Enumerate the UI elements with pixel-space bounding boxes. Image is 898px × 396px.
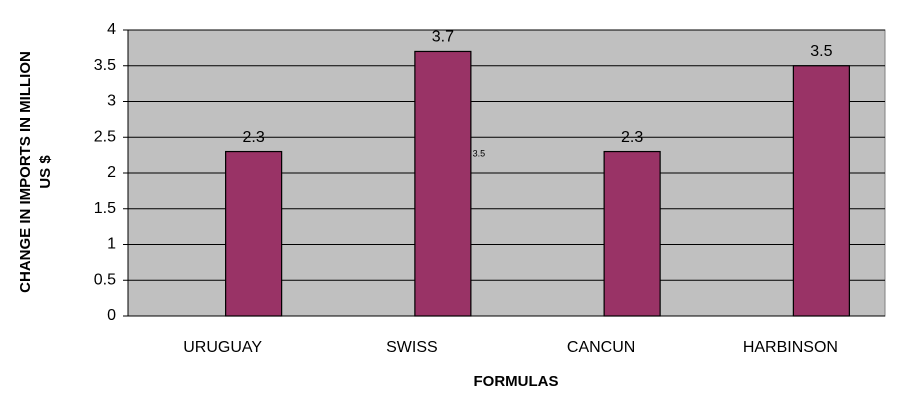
y-tick-label: 0.5 (94, 271, 116, 288)
value-label: 2.3 (621, 129, 643, 146)
y-axis-title-line: CHANGE IN IMPORTS IN MILLION (17, 51, 34, 293)
bar (225, 150, 283, 317)
y-tick-label: 4 (107, 21, 116, 38)
y-axis-title: CHANGE IN IMPORTS IN MILLION US $ (17, 51, 54, 293)
value-label: 2.3 (243, 129, 265, 146)
value-label: 3.5 (810, 43, 832, 60)
y-tick-label: 1.5 (94, 200, 116, 217)
x-tick-label: URUGUAY (183, 339, 262, 356)
x-axis-title: FORMULAS (474, 373, 559, 390)
bar (414, 50, 472, 317)
x-tick-label: HARBINSON (743, 339, 838, 356)
value-label: 3.7 (432, 29, 454, 46)
bar (603, 150, 661, 317)
x-tick-label: CANCUN (567, 339, 635, 356)
y-tick-label: 2 (107, 164, 116, 181)
x-tick-label: SWISS (386, 339, 438, 356)
annotation: 3.5 (473, 148, 486, 158)
y-tick-label: 1 (107, 236, 116, 253)
y-tick-label: 3 (107, 93, 116, 110)
y-tick-label: 2.5 (94, 128, 116, 145)
y-axis-title-line: US $ (37, 155, 54, 189)
y-tick-label: 0 (107, 307, 116, 324)
bar (792, 65, 850, 317)
y-tick-label: 3.5 (94, 57, 116, 74)
